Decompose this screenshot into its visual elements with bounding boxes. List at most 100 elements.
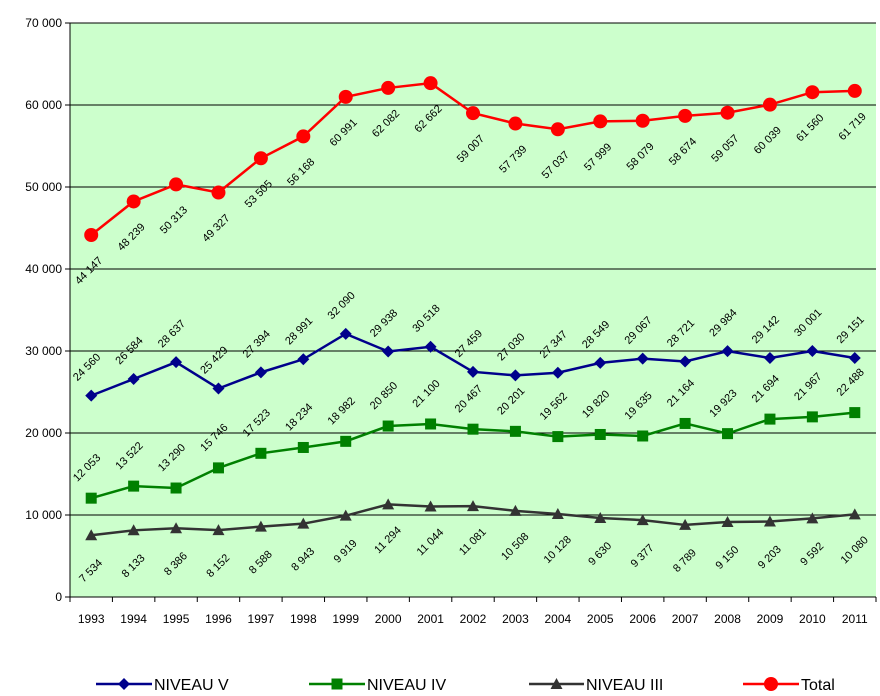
x-tick-label: 2002 bbox=[460, 612, 487, 626]
legend-item: NIVEAU V bbox=[96, 677, 229, 694]
x-tick-label: 1994 bbox=[120, 612, 147, 626]
data-point bbox=[128, 480, 140, 492]
data-point bbox=[85, 389, 98, 402]
y-tick-label: 20 000 bbox=[25, 426, 62, 440]
data-point bbox=[170, 482, 182, 494]
x-tick-label: 2001 bbox=[417, 612, 444, 626]
data-point bbox=[594, 512, 607, 524]
legend: NIVEAU V NIVEAU IV NIVEAU III Total bbox=[96, 677, 835, 694]
axes: 0 10 000 20 000 30 000 40 000 50 000 60 000 70 … bbox=[25, 16, 877, 626]
data-point bbox=[509, 369, 522, 382]
y-tick-label: 50 000 bbox=[25, 180, 62, 194]
data-point bbox=[255, 447, 267, 459]
y-tick-label: 60 000 bbox=[25, 98, 62, 112]
data-point bbox=[721, 515, 734, 527]
data-point bbox=[849, 407, 861, 419]
data-point bbox=[127, 373, 140, 386]
x-tick-label: 1996 bbox=[205, 612, 232, 626]
data-point bbox=[212, 524, 225, 536]
legend-label: Total bbox=[801, 677, 835, 694]
data-point bbox=[297, 353, 310, 366]
data-point bbox=[762, 97, 777, 112]
legend-item: Total bbox=[743, 677, 835, 694]
data-point bbox=[339, 327, 352, 340]
data-point bbox=[806, 411, 818, 423]
data-point bbox=[551, 366, 564, 379]
data-point bbox=[593, 114, 608, 129]
data-point bbox=[847, 83, 862, 98]
data-point bbox=[635, 113, 650, 128]
data-point bbox=[678, 108, 693, 123]
data-point bbox=[254, 366, 267, 379]
data-point bbox=[550, 122, 565, 137]
data-point bbox=[340, 435, 352, 447]
data-point bbox=[338, 89, 353, 104]
data-point bbox=[382, 498, 395, 510]
data-point bbox=[805, 85, 820, 100]
data-point bbox=[170, 356, 183, 369]
data-point bbox=[382, 345, 395, 358]
x-tick-label: 1993 bbox=[78, 612, 105, 626]
data-point bbox=[297, 441, 309, 453]
data-point bbox=[636, 352, 649, 365]
data-point bbox=[296, 129, 311, 144]
data-point bbox=[424, 340, 437, 353]
legend-marker bbox=[331, 678, 343, 690]
data-point bbox=[339, 509, 352, 521]
x-tick-label: 2003 bbox=[502, 612, 529, 626]
data-point bbox=[720, 105, 735, 120]
x-tick-label: 2010 bbox=[799, 612, 826, 626]
y-tick-label: 70 000 bbox=[25, 16, 62, 30]
data-point bbox=[594, 428, 606, 440]
legend-label: NIVEAU IV bbox=[367, 677, 446, 694]
data-point bbox=[212, 462, 224, 474]
data-point bbox=[423, 76, 438, 91]
data-point bbox=[848, 351, 861, 364]
data-point bbox=[806, 344, 819, 357]
data-point bbox=[551, 507, 564, 519]
data-point bbox=[721, 345, 734, 358]
x-tick-label: 1999 bbox=[332, 612, 359, 626]
legend-marker bbox=[764, 677, 778, 691]
legend-marker bbox=[118, 678, 130, 690]
data-point bbox=[126, 194, 141, 209]
y-tick-label: 0 bbox=[55, 590, 62, 604]
data-point bbox=[85, 529, 98, 541]
data-point bbox=[169, 177, 184, 192]
data-point bbox=[466, 106, 480, 121]
data-point bbox=[679, 355, 692, 368]
data-point bbox=[382, 420, 394, 432]
data-point bbox=[212, 382, 225, 395]
data-point bbox=[84, 227, 99, 242]
data-point bbox=[467, 423, 479, 435]
data-point bbox=[253, 151, 268, 166]
data-point bbox=[722, 428, 734, 440]
x-tick-label: 2008 bbox=[714, 612, 741, 626]
data-point bbox=[637, 430, 649, 442]
x-tick-label: 2000 bbox=[375, 612, 402, 626]
data-point bbox=[467, 365, 479, 378]
data-point bbox=[425, 418, 437, 430]
legend-label: NIVEAU III bbox=[586, 677, 663, 694]
data-point bbox=[806, 512, 819, 524]
data-point bbox=[254, 520, 267, 532]
x-tick-label: 2009 bbox=[757, 612, 784, 626]
series-niveau-iv bbox=[85, 407, 861, 504]
x-tick-label: 2005 bbox=[587, 612, 614, 626]
legend-label: NIVEAU V bbox=[154, 677, 229, 694]
y-tick-label: 30 000 bbox=[25, 344, 62, 358]
data-point bbox=[763, 352, 776, 365]
data-point bbox=[85, 492, 97, 504]
y-tick-label: 40 000 bbox=[25, 262, 62, 276]
legend-item: NIVEAU IV bbox=[309, 677, 446, 694]
data-point bbox=[297, 517, 310, 529]
series-layer bbox=[84, 76, 862, 541]
data-point bbox=[679, 518, 692, 530]
data-point bbox=[467, 500, 479, 512]
x-tick-label: 2004 bbox=[544, 612, 571, 626]
legend-marker bbox=[550, 678, 563, 689]
x-tick-label: 1995 bbox=[163, 612, 190, 626]
data-point bbox=[552, 431, 564, 443]
